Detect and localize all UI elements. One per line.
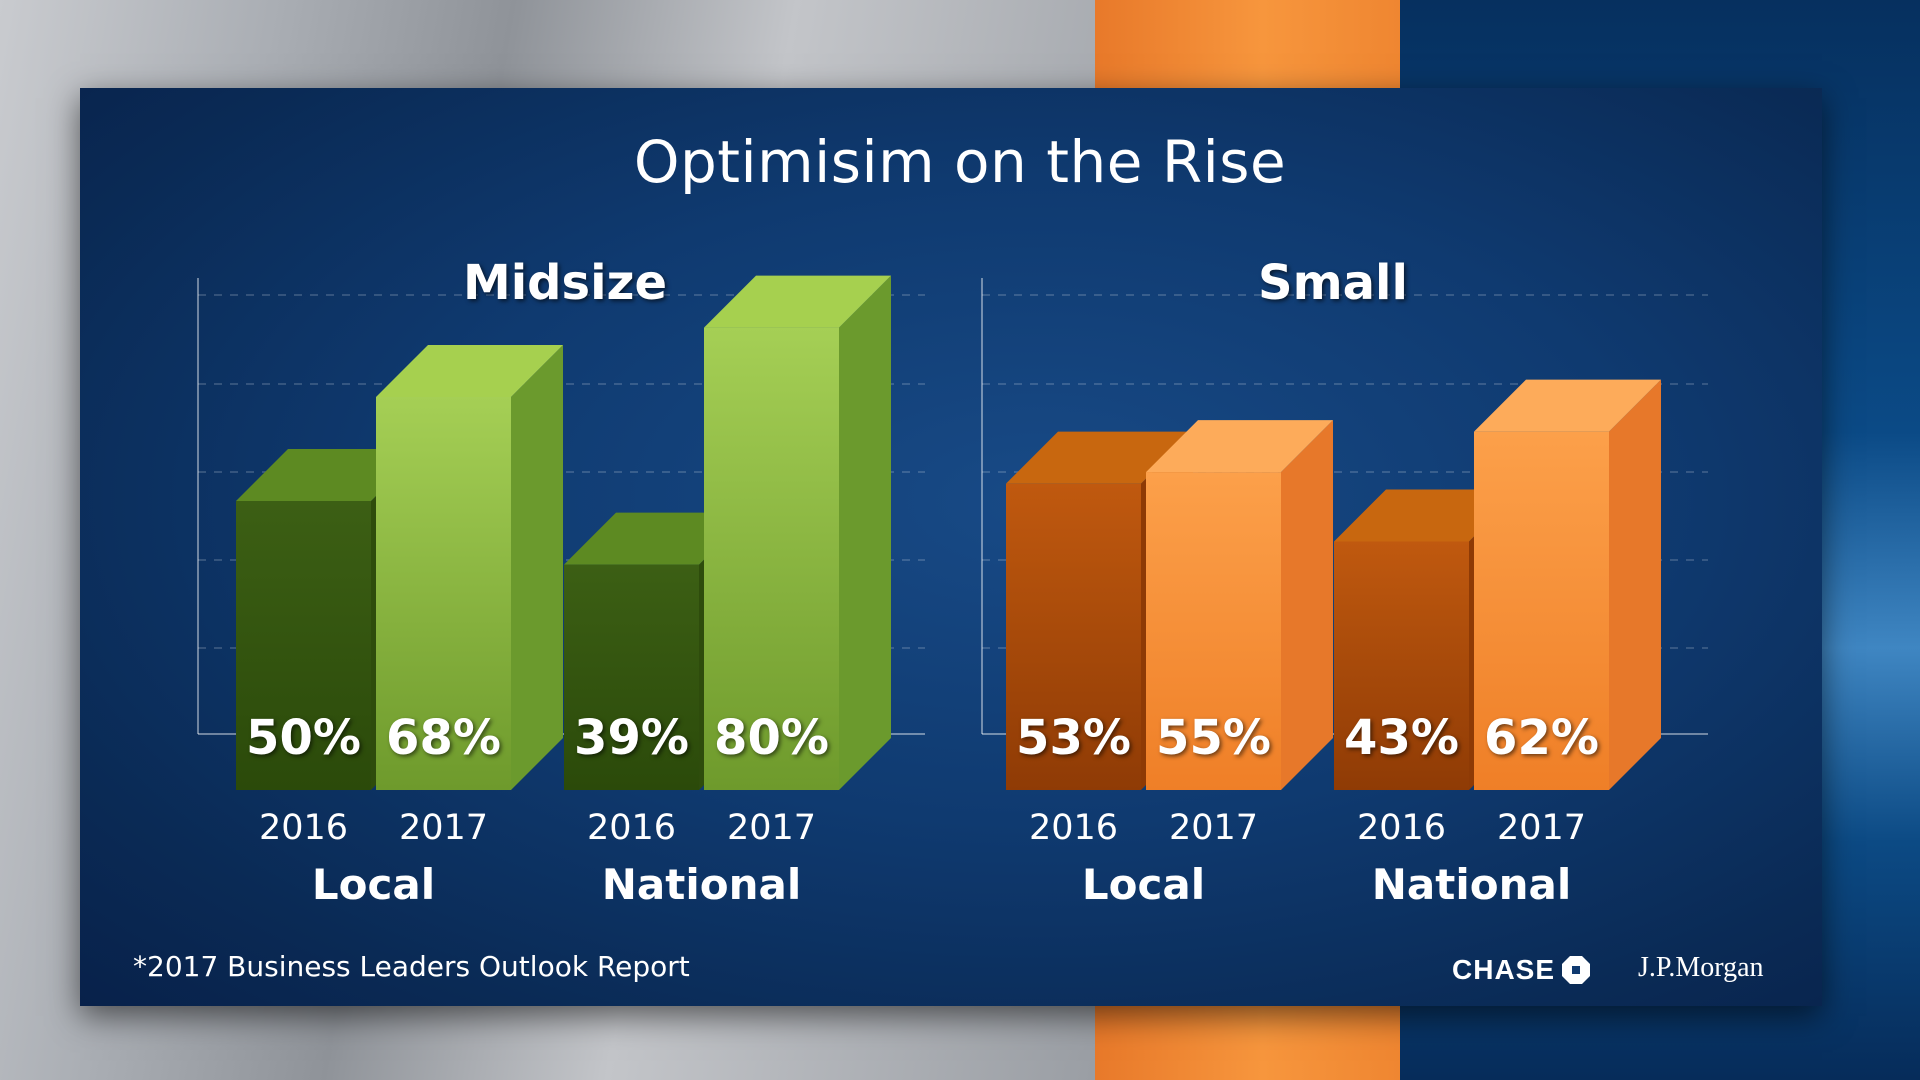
bar-front (1474, 431, 1609, 790)
bar-value-label: 43% (1344, 710, 1459, 766)
bar-side (511, 344, 563, 790)
bar-value-label: 62% (1484, 710, 1599, 766)
year-tick-label: 2017 (1168, 808, 1259, 848)
chart-group-title: Midsize (462, 255, 668, 311)
category-label: National (1371, 860, 1572, 909)
bar-value-label: 53% (1016, 710, 1131, 766)
bar-side (1281, 420, 1333, 790)
bar-front (1334, 541, 1469, 790)
bar-midsize-national-2017 (704, 275, 891, 791)
year-tick-label: 2016 (258, 808, 349, 848)
bar-value-label: 50% (246, 710, 361, 766)
bar-top (376, 344, 563, 397)
footnote: *2017 Business Leaders Outlook Report (133, 950, 690, 983)
bar-top (1006, 431, 1193, 484)
bar-top (1474, 379, 1661, 432)
bar-front (704, 327, 839, 790)
year-tick-label: 2017 (398, 808, 489, 848)
chart-group-title: Small (1258, 255, 1408, 311)
chase-logo: CHASE (1452, 952, 1591, 988)
bar-value-label: 80% (714, 710, 829, 766)
bar-front (1146, 472, 1281, 790)
year-tick-label: 2017 (1496, 808, 1587, 848)
bar-top (1146, 420, 1333, 473)
bar-small-national-2017 (1474, 379, 1661, 790)
bar-front (1006, 483, 1141, 790)
year-tick-label: 2016 (1028, 808, 1119, 848)
chase-logo-text: CHASE (1452, 954, 1556, 985)
bar-value-label: 39% (574, 710, 689, 766)
jpmorgan-logo: J.P.Morgan (1638, 952, 1764, 983)
bar-front (564, 564, 699, 790)
chase-octagon-icon (1562, 956, 1591, 984)
bar-side (1609, 379, 1661, 790)
bar-side (839, 275, 891, 791)
year-tick-label: 2017 (726, 808, 817, 848)
bar-front (236, 501, 371, 790)
year-tick-label: 2016 (1356, 808, 1447, 848)
year-tick-label: 2016 (586, 808, 677, 848)
bar-top (704, 275, 891, 328)
bar-value-label: 55% (1156, 710, 1271, 766)
category-label: Local (1081, 860, 1206, 909)
bar-midsize-local-2017 (376, 344, 563, 790)
category-label: Local (311, 860, 436, 909)
category-label: National (601, 860, 802, 909)
bar-value-label: 68% (386, 710, 501, 766)
page-title: Optimisim on the Rise (633, 128, 1287, 196)
bar-front (376, 396, 511, 790)
bar-small-local-2017 (1146, 420, 1333, 790)
